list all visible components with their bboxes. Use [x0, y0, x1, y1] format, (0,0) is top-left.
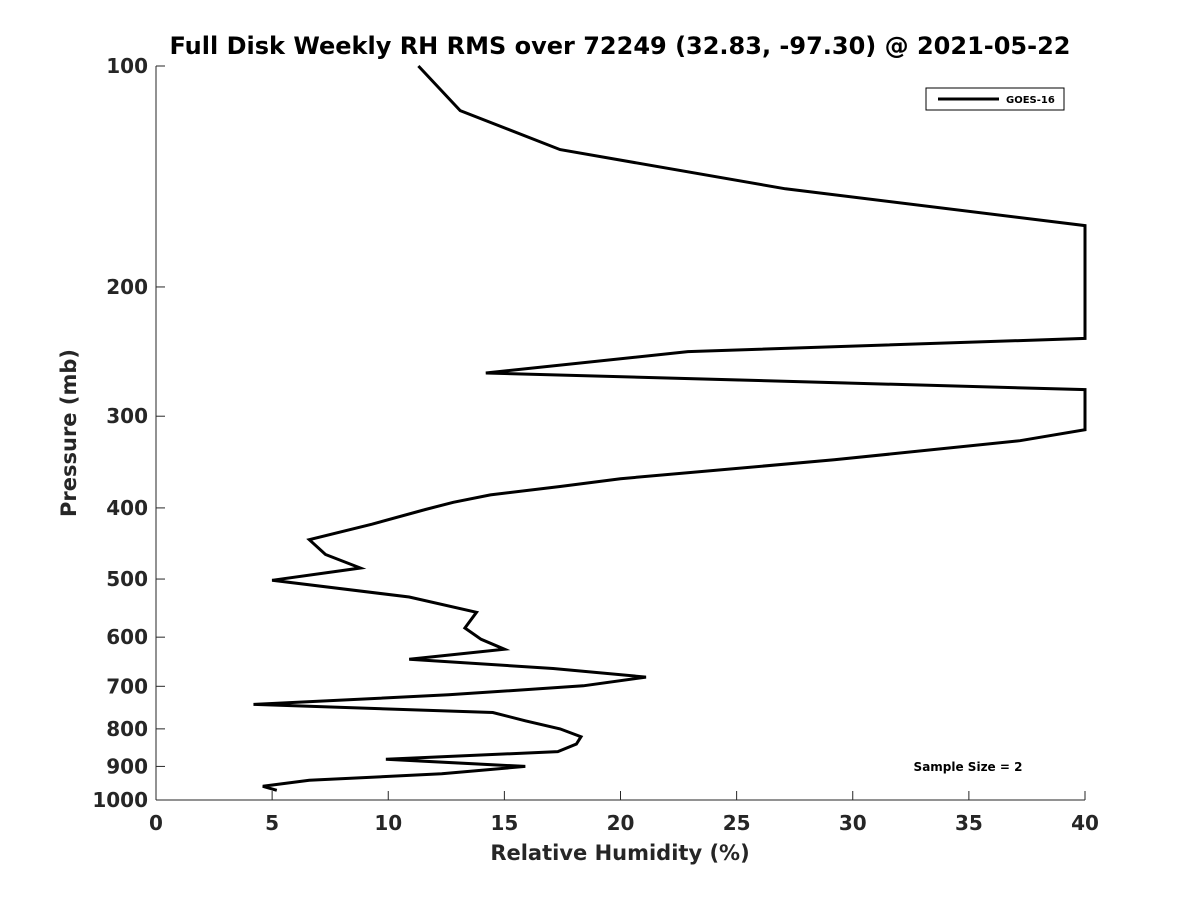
- y-tick-label-100: 100: [106, 54, 148, 78]
- sample-size-annotation: Sample Size = 2: [914, 760, 1023, 774]
- x-tick-label-15: 15: [490, 811, 518, 835]
- x-tick-label-20: 20: [607, 811, 635, 835]
- y-tick-label-500: 500: [106, 567, 148, 591]
- x-tick-label-30: 30: [839, 811, 867, 835]
- x-tick-label-0: 0: [149, 811, 163, 835]
- y-axis-label: Pressure (mb): [57, 349, 81, 517]
- y-tick-label-400: 400: [106, 496, 148, 520]
- chart-title: Full Disk Weekly RH RMS over 72249 (32.8…: [169, 32, 1070, 60]
- x-tick-label-5: 5: [265, 811, 279, 835]
- legend-label-goes-16: GOES-16: [1006, 95, 1055, 106]
- x-axis-label: Relative Humidity (%): [490, 841, 749, 865]
- y-tick-label-700: 700: [106, 674, 148, 698]
- y-tick-label-900: 900: [106, 754, 148, 778]
- plot-area: 0 5 10 15 20 25 30 35 40 100 200 300 400 500 600 700 800…: [92, 54, 1099, 835]
- y-tick-label-300: 300: [106, 404, 148, 428]
- y-tick-label-600: 600: [106, 625, 148, 649]
- legend: GOES-16: [925, 87, 1065, 111]
- x-tick-label-40: 40: [1071, 811, 1099, 835]
- x-tick-label-35: 35: [955, 811, 983, 835]
- y-tick-label-1000: 1000: [92, 788, 148, 812]
- y-tick-label-200: 200: [106, 275, 148, 299]
- series-line-goes-16: [253, 64, 1087, 792]
- y-tick-label-800: 800: [106, 717, 148, 741]
- x-tick-label-10: 10: [374, 811, 402, 835]
- x-tick-label-25: 25: [723, 811, 751, 835]
